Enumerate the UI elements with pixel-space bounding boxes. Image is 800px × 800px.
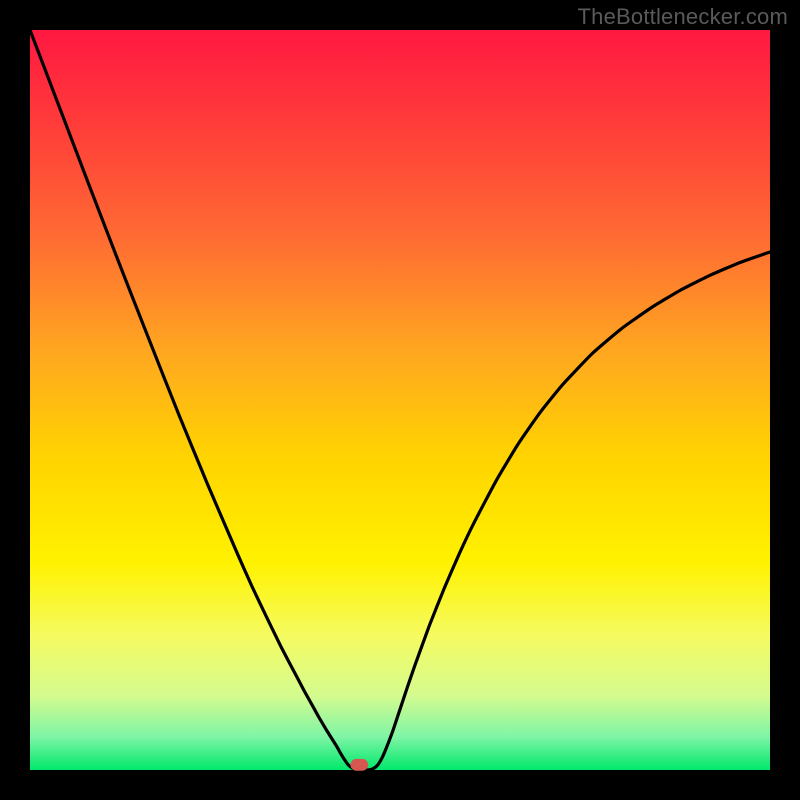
bottleneck-chart bbox=[0, 0, 800, 800]
chart-frame: { "canvas": { "width": 800, "height": 80… bbox=[0, 0, 800, 800]
optimum-marker bbox=[350, 759, 368, 771]
plot-background bbox=[30, 30, 770, 770]
watermark-text: TheBottlenecker.com bbox=[578, 4, 788, 30]
